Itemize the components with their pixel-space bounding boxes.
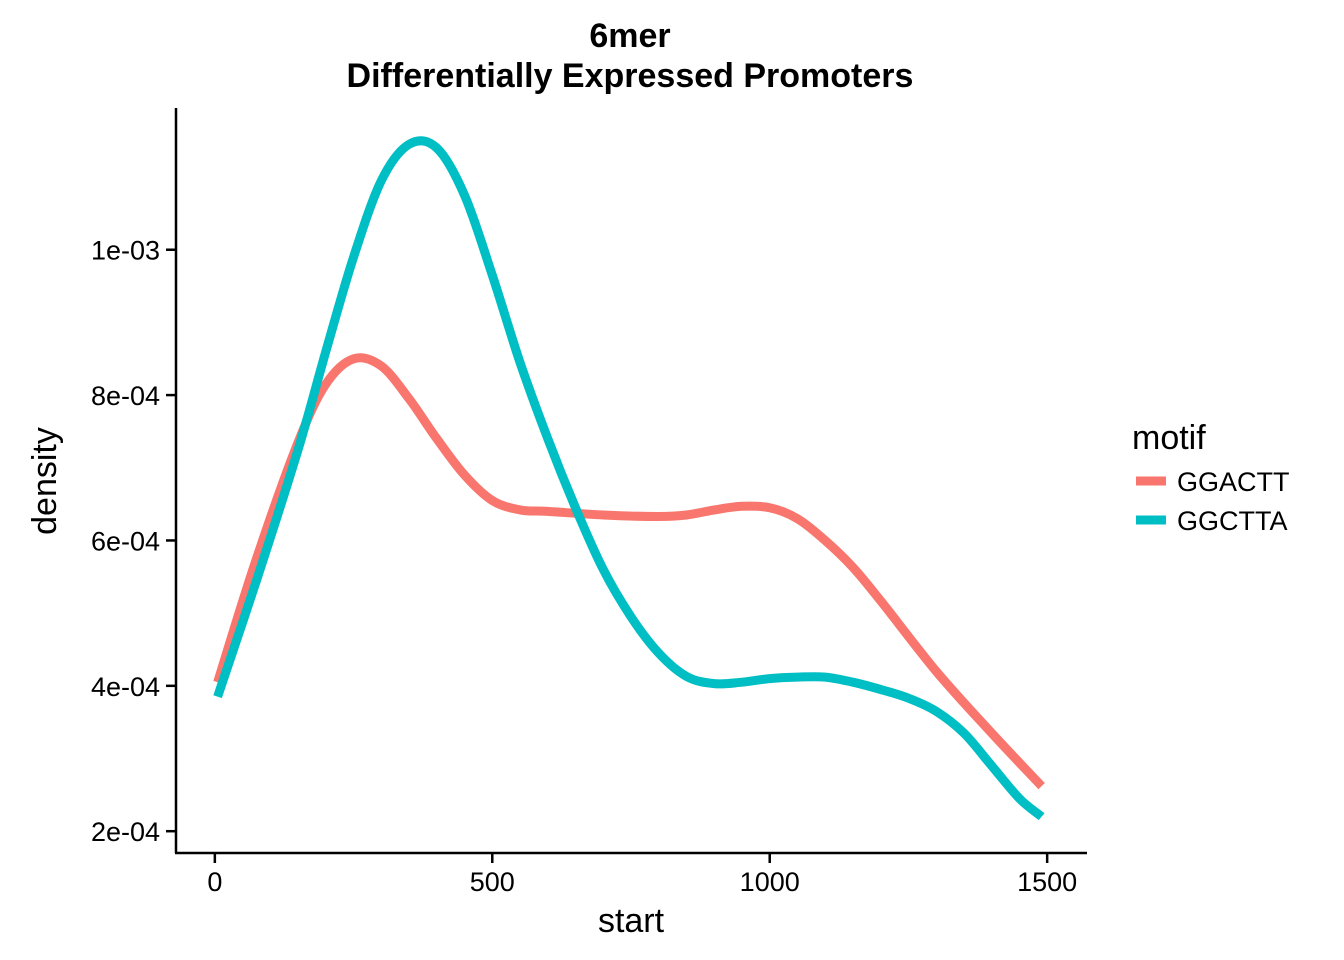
chart-subtitle: Differentially Expressed Promoters — [347, 57, 914, 95]
series-line-ggctta — [213, 136, 1045, 821]
x-axis-title: start — [598, 902, 665, 940]
x-tick-label: 500 — [470, 867, 515, 897]
y-tick-label: 1e-03 — [91, 236, 160, 266]
series-line-ggactt — [213, 353, 1045, 790]
legend-title: motif — [1132, 419, 1206, 457]
y-tick-label: 6e-04 — [91, 526, 160, 556]
legend-label-ggctta: GGCTTA — [1177, 506, 1288, 536]
x-tick-label: 1000 — [740, 867, 800, 897]
legend-label-ggactt: GGACTT — [1177, 467, 1290, 497]
x-tick-label: 0 — [207, 867, 222, 897]
y-tick-label: 2e-04 — [91, 817, 160, 847]
x-axis-ticks: 0 500 1000 1500 — [207, 853, 1077, 897]
chart-title: 6mer — [589, 17, 670, 55]
y-tick-label: 4e-04 — [91, 672, 160, 702]
y-axis-ticks: 2e-04 4e-04 6e-04 8e-04 1e-03 — [91, 236, 176, 847]
legend: motif GGACTT GGCTTA — [1132, 419, 1290, 536]
series-lines — [213, 136, 1045, 821]
x-tick-label: 1500 — [1017, 867, 1077, 897]
y-axis-title: density — [26, 427, 64, 535]
y-tick-label: 8e-04 — [91, 381, 160, 411]
